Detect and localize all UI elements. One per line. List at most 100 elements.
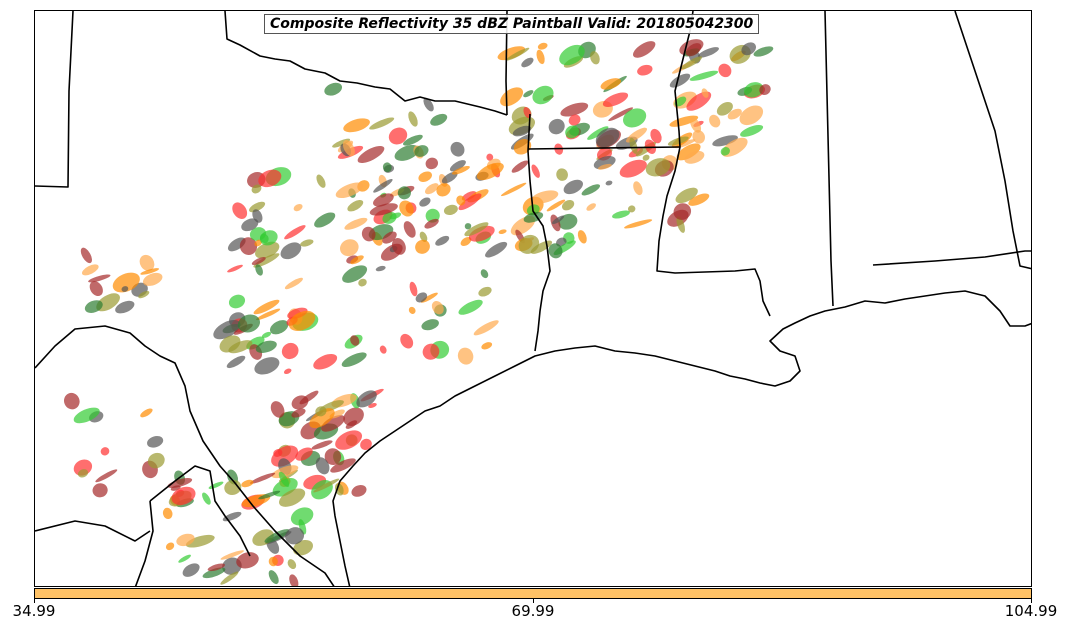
storm-cell [418, 171, 432, 182]
storm-cell [739, 105, 764, 126]
storm-cell [399, 200, 414, 217]
storm-cell [597, 163, 612, 170]
storm-cell [498, 229, 507, 234]
storm-cell [684, 150, 705, 164]
storm-cell [676, 216, 685, 233]
colorbar-tick [533, 599, 534, 603]
colorbar [34, 588, 1032, 599]
storm-cell [330, 458, 356, 473]
storm-cell [139, 254, 155, 271]
storm-cell [382, 162, 392, 173]
storm-cell [182, 563, 200, 577]
storm-cell [759, 84, 771, 96]
ms-al-border [824, 11, 834, 307]
storm-cell [291, 395, 309, 410]
storm-cell [273, 449, 283, 457]
storm-cell [344, 217, 368, 230]
storm-cell [369, 117, 395, 130]
storm-cell [676, 143, 701, 161]
storm-cell [369, 203, 398, 216]
storm-cell [343, 118, 370, 133]
storm-cell [556, 168, 568, 181]
storm-cell [207, 563, 225, 572]
storm-cell [642, 154, 650, 161]
storm-cell [518, 234, 540, 254]
storm-cell [226, 355, 246, 369]
tx-la-border [527, 113, 551, 352]
storm-cell [681, 56, 703, 70]
storm-cell [688, 193, 710, 206]
storm-cell [213, 319, 241, 340]
storm-cell [419, 231, 428, 242]
storm-cell [450, 141, 465, 157]
storm-cell [400, 333, 414, 349]
storm-cell [669, 73, 691, 88]
storm-cell [397, 186, 411, 200]
storm-cell [435, 235, 450, 246]
storm-cell [289, 574, 299, 586]
storm-cell [167, 477, 193, 489]
storm-cell [236, 552, 259, 569]
storm-cell [185, 534, 215, 548]
storm-cell [237, 314, 261, 333]
storm-cell [261, 331, 272, 338]
storm-cell [95, 469, 118, 483]
storm-cell [587, 126, 609, 140]
storm-cell [740, 124, 764, 137]
storm-cell [485, 241, 508, 258]
storm-cell [202, 492, 211, 505]
storm-cell [422, 343, 440, 360]
storm-cell [441, 171, 458, 184]
storm-cell [300, 239, 314, 247]
storm-cell [350, 255, 364, 265]
storm-cell [568, 114, 581, 126]
storm-cell [334, 483, 344, 496]
storm-cell [253, 253, 280, 268]
storm-cell [361, 226, 376, 242]
storm-cell [403, 221, 416, 238]
storm-cell [379, 345, 387, 354]
storm-cell [753, 46, 774, 57]
storm-cell [408, 111, 418, 127]
storm-cell [650, 128, 662, 144]
storm-cell [500, 87, 524, 107]
storm-cell [316, 174, 326, 188]
storm-cell [552, 215, 565, 225]
ar-la-border [527, 146, 681, 150]
storm-cell [283, 368, 292, 375]
storm-cell [425, 157, 439, 170]
storm-cell [293, 203, 303, 212]
storm-cell [268, 570, 279, 585]
storm-cell [232, 202, 248, 219]
storm-cell [565, 125, 580, 139]
storm-cell [350, 335, 360, 346]
storm-cell [464, 223, 472, 230]
storm-cell [511, 160, 529, 173]
storm-cell [506, 47, 530, 61]
storm-cell [281, 342, 299, 360]
storm-cell [227, 264, 243, 273]
storm-cell [425, 183, 439, 195]
storm-cell [521, 57, 534, 68]
storm-cell [619, 159, 647, 178]
storm-cell [388, 127, 408, 145]
storm-cell [473, 320, 499, 336]
storm-cell [228, 294, 246, 309]
storm-cell [258, 169, 282, 188]
storm-cell [342, 139, 355, 157]
storm-cell [220, 550, 244, 560]
storm-cell [559, 44, 585, 66]
storm-cell [373, 178, 393, 193]
colorbar-tick [34, 599, 35, 603]
storm-cell [391, 238, 406, 255]
storm-cell [270, 320, 289, 335]
storm-cell [147, 452, 165, 469]
storm-cell [480, 269, 489, 279]
storm-cell [315, 406, 327, 417]
storm-cell [561, 199, 575, 211]
storm-cell [360, 438, 372, 450]
reflectivity-paintball-layer [64, 39, 774, 586]
storm-cell [341, 352, 367, 367]
storm-cell [577, 230, 587, 244]
storm-cell [324, 82, 343, 96]
